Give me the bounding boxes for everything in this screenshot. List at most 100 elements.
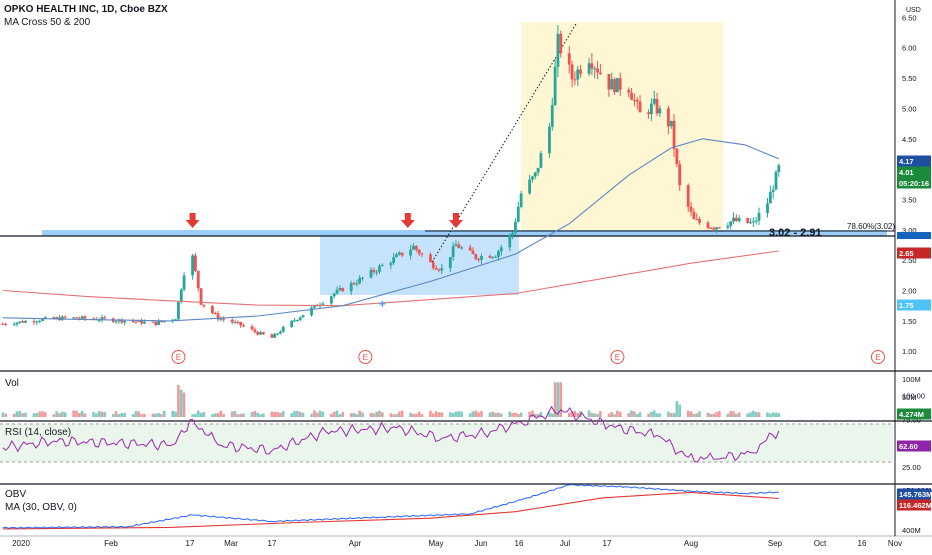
volume-bar	[749, 412, 752, 417]
candle-body	[298, 317, 302, 320]
rsi-pane-title: RSI (14, close)	[5, 427, 72, 438]
volume-bar	[508, 411, 512, 417]
candle-body	[97, 319, 101, 321]
candle-body	[491, 257, 495, 259]
volume-bar	[162, 410, 166, 417]
volume-bar	[494, 412, 497, 417]
candle-body	[737, 218, 741, 222]
candle-body	[242, 325, 245, 327]
volume-bar	[415, 413, 418, 417]
candle-body	[369, 269, 373, 278]
candle-body	[553, 66, 557, 106]
volume-bar	[695, 413, 699, 417]
candle-body	[140, 320, 144, 324]
volume-bar	[630, 410, 633, 417]
time-tick-label: 17	[268, 539, 277, 548]
candle-body	[556, 33, 560, 67]
volume-bar	[460, 411, 463, 417]
volume-bar	[732, 411, 735, 417]
volume-bar	[315, 412, 319, 417]
volume-bar	[352, 412, 356, 417]
volume-bar	[179, 389, 183, 417]
indicator-label: MA Cross 50 & 200	[4, 17, 91, 28]
main-lines-group	[2, 138, 780, 322]
volume-bar	[672, 413, 676, 417]
volume-bar	[536, 414, 540, 417]
candle-body	[593, 68, 597, 70]
candle-body	[514, 221, 517, 234]
volume-bar	[451, 412, 455, 417]
volume-bar	[131, 413, 135, 417]
candle-body	[375, 271, 379, 273]
volume-bar	[120, 413, 124, 417]
volume-bar	[474, 410, 478, 417]
volume-bar	[111, 414, 115, 417]
candle-body	[437, 269, 441, 271]
volume-bar	[593, 413, 597, 417]
volume-bar	[709, 413, 713, 417]
ma-cross-marker	[379, 300, 386, 307]
volume-bar	[1, 412, 5, 417]
time-tick-label: Feb	[104, 539, 118, 548]
candle-body	[613, 79, 616, 93]
rsi-tick-label: 75.00	[902, 415, 921, 424]
candle-body	[599, 72, 602, 74]
candle-body	[440, 268, 444, 271]
volume-bar	[480, 410, 483, 417]
volume-bar	[216, 413, 220, 417]
price-tick-label: 4.50	[902, 135, 917, 144]
candle-body	[295, 319, 299, 321]
obv-tick-label: 400M	[902, 526, 921, 535]
volume-bar	[134, 410, 138, 417]
candle-body	[137, 320, 141, 322]
volume-bar	[250, 412, 254, 417]
volume-bar	[281, 411, 285, 417]
volume-bar	[72, 410, 75, 417]
candle-body	[177, 302, 180, 320]
candle-body	[409, 249, 413, 256]
candle-body	[157, 321, 160, 325]
volume-bar	[310, 413, 313, 417]
ma50-badge-bg	[897, 155, 931, 167]
time-tick-label: Sep	[768, 539, 783, 548]
candle-body	[301, 315, 305, 318]
candle-body	[610, 79, 614, 90]
candle-body	[749, 222, 752, 224]
volume-bar	[123, 412, 126, 417]
rsi-tick-label: 25.00	[902, 463, 921, 472]
volume-bar	[92, 411, 95, 417]
volume-bar	[650, 411, 653, 417]
candle-body	[508, 235, 512, 248]
volume-bar	[151, 413, 155, 417]
price-tick-label: 5.00	[902, 104, 917, 113]
candle-body	[717, 227, 721, 229]
price-tick-label: 5.50	[902, 74, 917, 83]
candle-body	[92, 318, 95, 320]
volume-bar	[392, 414, 395, 417]
volume-bar	[706, 412, 710, 417]
volume-badge: 4.274M	[899, 410, 924, 419]
candle-body	[539, 153, 543, 168]
volume-bar	[298, 411, 302, 417]
time-tick-label: 2020	[12, 539, 30, 548]
volume-bar	[259, 414, 262, 417]
candle-body	[468, 247, 472, 251]
ma50-badge: 4.17	[899, 157, 914, 166]
candle-body	[689, 206, 693, 212]
candle-body	[686, 185, 690, 207]
volume-bar	[596, 413, 599, 417]
volume-bar	[737, 412, 741, 417]
volume-bar	[417, 411, 421, 417]
zone-label: 3.02 - 2.91	[769, 227, 822, 239]
volume-bar	[242, 413, 245, 417]
rsi-tick-label: 100.00	[902, 392, 925, 401]
price-tick-label: 1.00	[902, 347, 917, 356]
volume-bar	[35, 413, 39, 417]
volume-bar	[548, 411, 551, 417]
candle-body	[239, 321, 243, 326]
candle-body	[100, 317, 104, 320]
volume-bar	[369, 412, 373, 417]
earnings-label: E	[363, 353, 368, 362]
candle-body	[380, 265, 384, 267]
volume-bar	[769, 413, 772, 417]
